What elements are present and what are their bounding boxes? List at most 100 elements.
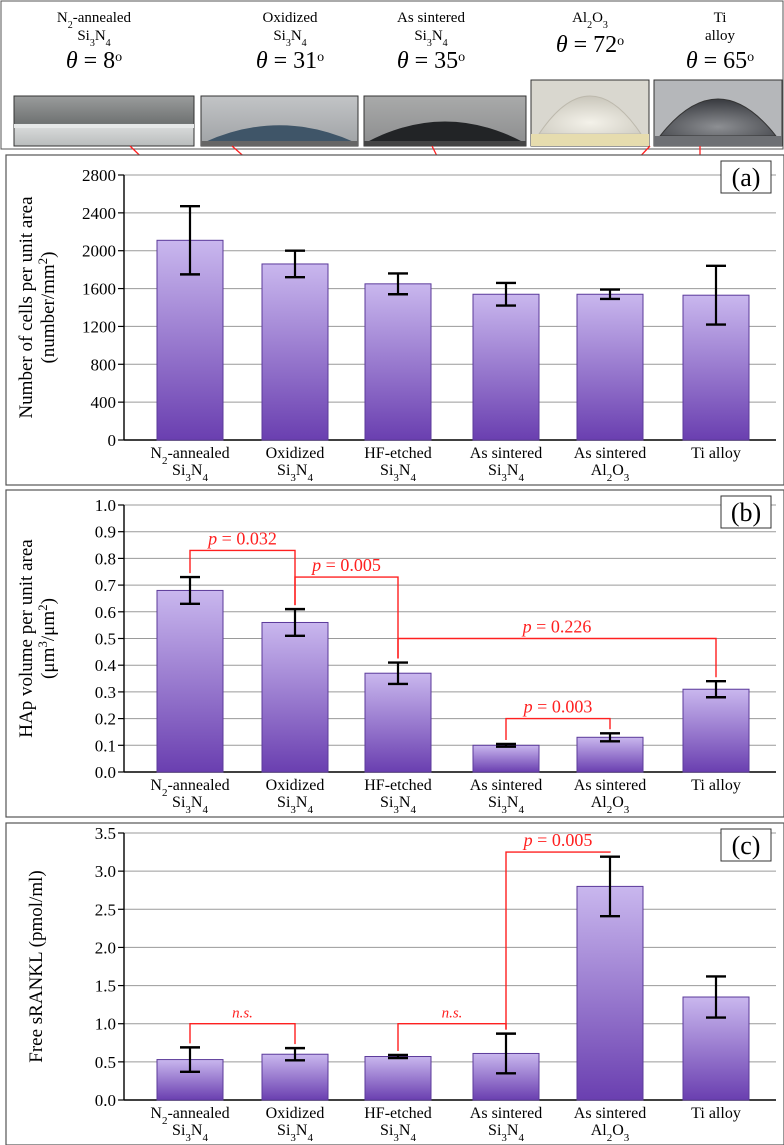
header-sample-4: Ti alloy θ = 65o <box>653 10 783 147</box>
x-tick-label: Ti alloy <box>691 1105 741 1122</box>
y-tick-label: 0.9 <box>95 523 116 542</box>
header-theta: θ = 8o <box>66 48 122 74</box>
y-tick-label: 2.0 <box>95 938 116 957</box>
significance-annotation: n.s. <box>189 1006 296 1045</box>
y-tick-label: 2800 <box>82 166 116 185</box>
y-tick-label: 0.5 <box>95 1053 116 1072</box>
significance-bracket <box>189 1023 296 1045</box>
y-tick-label: 0.1 <box>95 736 116 755</box>
x-tick-label-line: N2-annealed <box>150 777 229 799</box>
y-tick-label: 1.5 <box>95 977 116 996</box>
header-photo-blue-gray-droplet <box>200 95 359 147</box>
chart-panels: 0 400 800 1200 1600 2000 2400 2800 Number of cel… <box>5 154 784 1145</box>
x-tick-label-line: Al2O3 <box>591 1122 630 1144</box>
header-sample-formula: Si3N4 <box>414 28 447 49</box>
y-axis-label: Number of cells per unit area <box>16 196 37 419</box>
error-bar <box>496 281 516 307</box>
panel-letter: (a) <box>720 160 772 194</box>
significance-annotation: p = 0.005 <box>294 555 399 659</box>
header-photo-dark-droplet <box>363 95 527 147</box>
x-tick-label-line: Oxidized <box>266 777 325 794</box>
significance-annotation: p = 0.003 <box>505 697 611 740</box>
y-tick-label: 3.5 <box>95 824 116 843</box>
header-sample-formula: Si3N4 <box>273 28 306 49</box>
header-photo-gray-dome-droplet <box>653 79 783 147</box>
bar <box>156 589 224 773</box>
significance-annotation: p = 0.005 <box>505 830 611 1030</box>
header-sample-name: N2-annealed <box>57 10 132 31</box>
error-bar <box>285 1046 305 1062</box>
y-tick-label: 0.2 <box>95 710 116 729</box>
x-tick-label-line: Si3N4 <box>380 462 416 484</box>
header-theta: θ = 35o <box>397 48 465 74</box>
chart-panel-c: 0.0 0.5 1.0 1.5 2.0 2.5 3.0 3.5 Free sRANKL (pmo… <box>5 822 784 1145</box>
header-sample-formula: alloy <box>705 28 735 44</box>
header-sample-name: Oxidized <box>263 10 318 26</box>
significance-annotation: p = 0.226 <box>397 617 717 678</box>
significance-label: p = 0.032 <box>206 528 277 548</box>
error-bar <box>496 1032 516 1075</box>
panel-letter-text: (c) <box>732 831 761 860</box>
y-tick-label: 0.0 <box>95 763 116 782</box>
bar <box>472 293 540 441</box>
x-tick-label-line: Si3N4 <box>488 462 524 484</box>
error-bar <box>706 975 726 1019</box>
panel-letter-box <box>720 828 772 862</box>
x-tick-label-line: HF-etched <box>364 445 432 462</box>
y-tick-label: 1.0 <box>95 1015 116 1034</box>
x-tick-label-line: Si3N4 <box>277 462 313 484</box>
y-tick-label: 2000 <box>82 242 116 261</box>
y-tick-label: 400 <box>91 393 117 412</box>
x-tick-label: Ti alloy <box>691 777 741 794</box>
header-photo-white-dome-droplet <box>530 79 650 147</box>
bar <box>261 621 329 773</box>
y-tick-label: 0.8 <box>95 549 116 568</box>
photo-film <box>14 124 194 128</box>
x-tick-label-line: As sintered <box>574 1105 646 1122</box>
y-tick-label: 1600 <box>82 280 116 299</box>
x-tick-label-line: As sintered <box>574 777 646 794</box>
header-theta: θ = 72o <box>556 32 624 58</box>
error-bar <box>600 855 620 918</box>
x-tick-label-line: As sintered <box>574 445 646 462</box>
significance-label: n.s. <box>442 1006 463 1022</box>
significance-label: p = 0.226 <box>521 617 592 637</box>
panel-letter-box <box>720 495 772 529</box>
bar <box>261 1053 329 1101</box>
y-axis-unit: (number/mm2) <box>35 251 60 363</box>
x-tick-label-line: Si3N4 <box>172 794 208 816</box>
photo-droplet <box>538 95 642 135</box>
photo-droplet <box>658 98 778 137</box>
x-tick-label-line: Ti alloy <box>691 1105 741 1122</box>
significance-bracket <box>294 576 399 659</box>
error-bar <box>180 1046 200 1073</box>
y-tick-label: 0.3 <box>95 683 116 702</box>
x-tick-label-line: As sintered <box>470 445 542 462</box>
bar <box>364 283 432 441</box>
error-bar <box>600 288 620 301</box>
panel-letter-text: (a) <box>732 163 761 192</box>
x-tick-label-line: Si3N4 <box>380 1122 416 1144</box>
x-tick-label-line: Si3N4 <box>277 794 313 816</box>
x-tick-label-line: Oxidized <box>266 1105 325 1122</box>
error-bar <box>496 742 516 748</box>
error-bar <box>180 205 200 276</box>
x-tick-label-line: HF-etched <box>364 777 432 794</box>
error-bar <box>706 680 726 699</box>
chart-panel-b: 0.0 0.1 0.2 0.3 0.4 0.5 0.6 0.7 0.8 0.9 1.0 HAp vol… <box>5 489 784 818</box>
error-bar <box>180 575 200 605</box>
header-sample-formula: Si3N4 <box>77 28 110 49</box>
